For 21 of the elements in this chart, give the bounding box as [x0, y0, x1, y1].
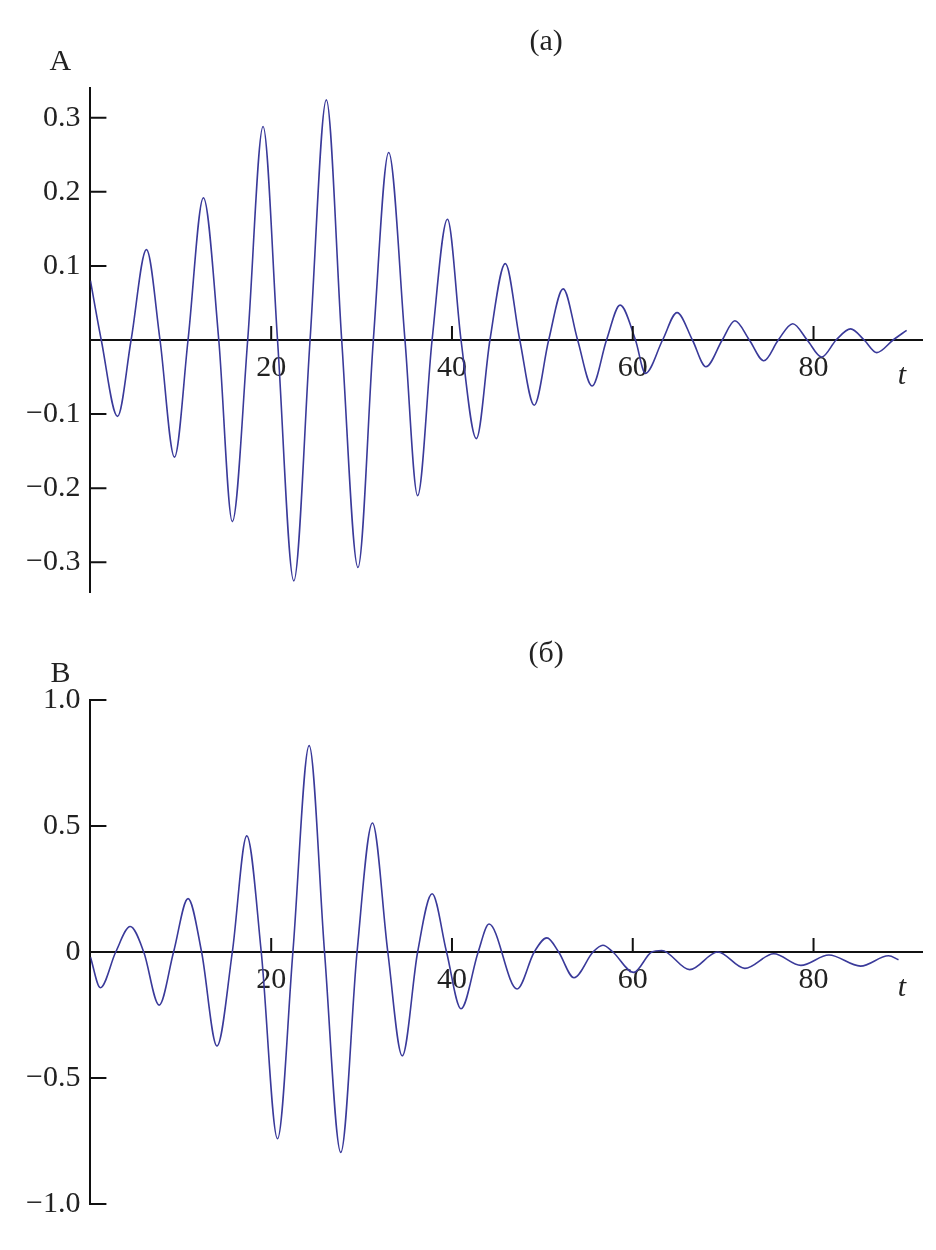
y-tick-label: −0.2 — [26, 469, 81, 503]
x-axis-title: t — [897, 357, 907, 390]
y-tick-label: 0.1 — [42, 246, 81, 280]
chart-title: (a) — [529, 23, 563, 57]
y-tick-label: −0.5 — [26, 1058, 81, 1092]
x-tick-label: 80 — [798, 960, 829, 994]
line-series — [90, 744, 900, 1154]
y-axis-title: B — [50, 655, 71, 688]
y-tick-label: 0.3 — [42, 98, 81, 132]
y-axis-title: A — [49, 43, 72, 76]
x-tick-label: 80 — [798, 348, 829, 382]
chart-title: (б) — [528, 635, 564, 669]
y-tick-label: −0.1 — [26, 394, 81, 428]
y-tick-label: −1.0 — [26, 1184, 81, 1218]
y-tick-label: 0 — [65, 932, 81, 966]
x-tick-label: 60 — [617, 960, 648, 994]
line-series — [90, 99, 908, 582]
y-tick-label: −0.3 — [26, 543, 81, 577]
y-tick-label: 0.2 — [42, 172, 81, 206]
x-axis-title: t — [897, 969, 907, 1002]
y-tick-label: 0.5 — [42, 806, 81, 840]
